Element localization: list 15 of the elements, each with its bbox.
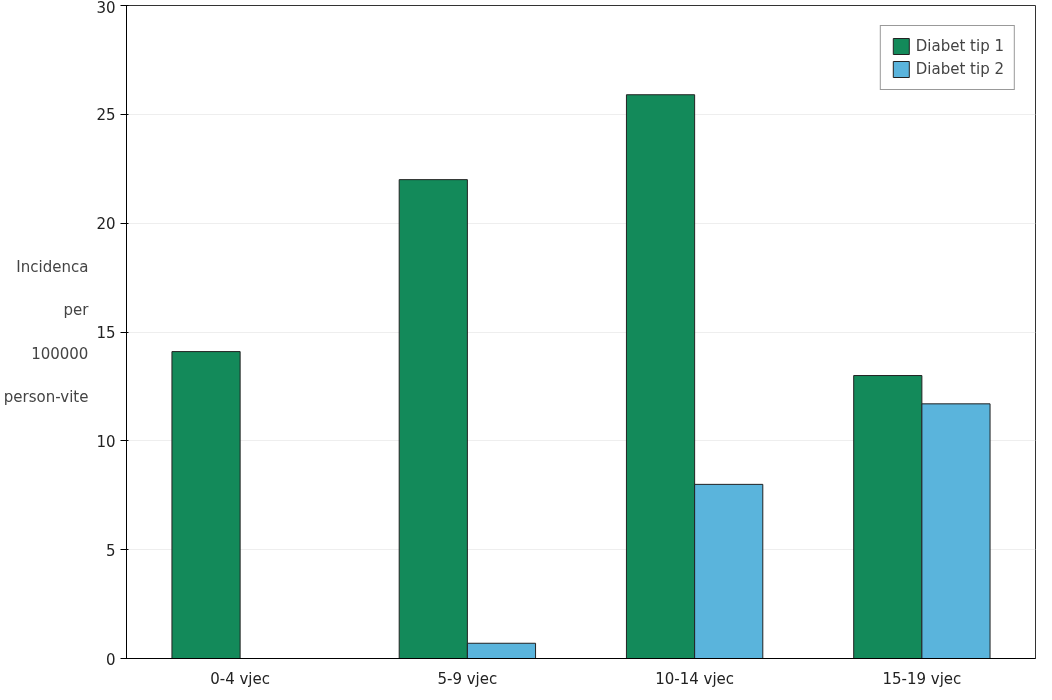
x-tick-label: 15-19 vjec [882,669,962,688]
x-tick-label: 5-9 vjec [437,669,498,688]
x-tick-label: 10-14 vjec [655,669,735,688]
bar [171,351,241,659]
y-tick-label: 10 [96,432,116,451]
x-tick-label: 0-4 vjec [210,669,271,688]
y-tick-label: 25 [96,106,116,125]
y-tick-label: 15 [96,324,116,342]
legend-label: Diabet tip 1 [915,37,1004,55]
legend-label: Diabet tip 2 [915,60,1004,78]
y-tick-label: 20 [96,215,116,234]
y-tick-label: 30 [96,0,116,17]
y-tick-label: 0 [105,650,116,669]
text: Incidenca per 100000 person-vite [3,258,89,406]
y-tick-label: 5 [105,541,116,560]
